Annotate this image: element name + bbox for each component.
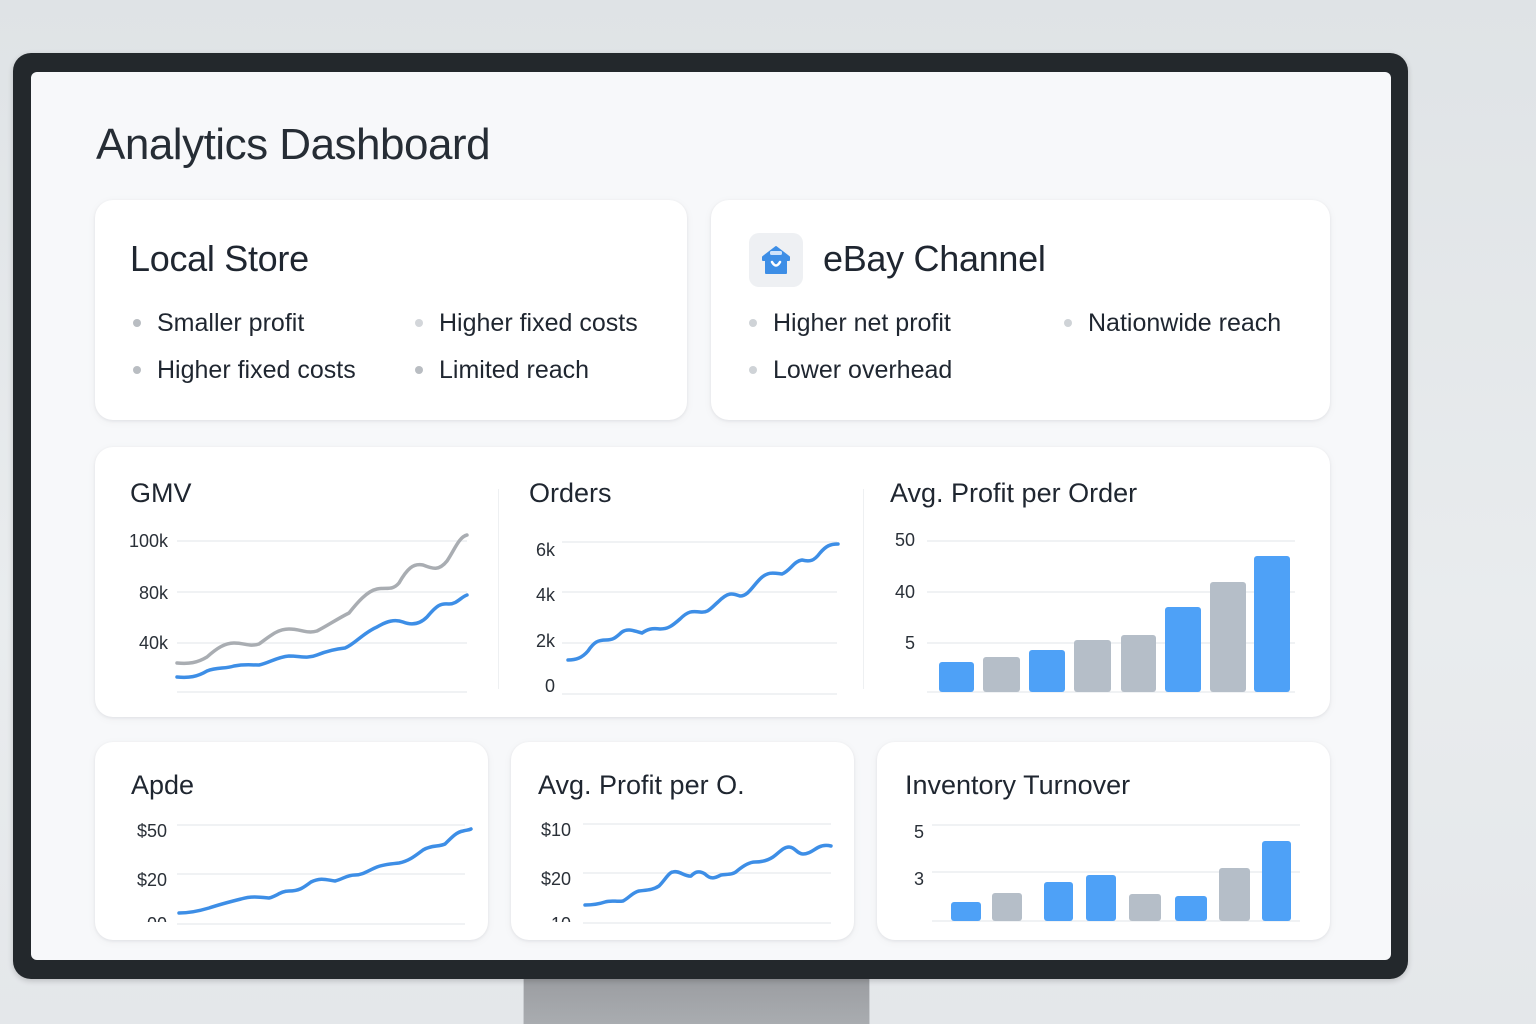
page-title: Analytics Dashboard <box>96 120 491 169</box>
bullet-dot-icon <box>133 319 141 327</box>
y-tick: 0 <box>544 676 555 696</box>
inventory-bar-chart <box>932 824 1300 922</box>
y-tick: 40k <box>138 633 168 653</box>
bullet-dot-icon <box>749 319 757 327</box>
gmv-chart-title: GMV <box>130 478 192 508</box>
ebay-bullet: Higher net profit <box>749 306 1064 340</box>
y-tick: 40 <box>894 582 915 602</box>
avg-profit-o-chart-title: Avg. Profit per O. <box>538 770 745 800</box>
panel-divider <box>863 489 864 689</box>
local-store-card[interactable]: Local Store Smaller profit Higher fixed … <box>95 200 687 420</box>
ebay-channel-title: eBay Channel <box>823 238 1046 279</box>
inventory-turnover-card[interactable]: Inventory Turnover 5 3 <box>877 742 1330 940</box>
monitor-stand <box>523 975 870 1024</box>
ebay-bullet: Nationwide reach <box>1064 306 1324 340</box>
y-tick: $10 <box>540 820 571 840</box>
store-icon <box>749 233 803 287</box>
y-tick: 80k <box>138 583 168 603</box>
local-store-bullet: Smaller profit <box>133 306 415 340</box>
y-tick: $50 <box>136 821 167 841</box>
y-tick: 10 <box>521 914 571 922</box>
apde-card[interactable]: Apde $50 $20 00 <box>95 742 488 940</box>
bullet-dot-icon <box>749 366 757 374</box>
y-tick: 3 <box>913 869 924 889</box>
y-tick: 50 <box>894 530 915 550</box>
local-store-bullet: Limited reach <box>415 353 715 387</box>
bullet-dot-icon <box>1064 319 1072 327</box>
y-tick: 6k <box>535 540 555 560</box>
dashboard-screen: Analytics Dashboard Local Store Smaller … <box>31 72 1391 960</box>
orders-line-chart <box>562 541 840 695</box>
y-tick: 2k <box>535 631 555 651</box>
bullet-dot-icon <box>133 366 141 374</box>
avg-profit-o-line-chart <box>583 823 833 924</box>
inventory-chart-title: Inventory Turnover <box>905 770 1131 800</box>
apde-chart-title: Apde <box>131 770 195 800</box>
ebay-channel-card[interactable]: eBay Channel Higher net profit Nationwid… <box>711 200 1330 420</box>
local-store-bullet: Higher fixed costs <box>133 353 415 387</box>
y-tick: 00 <box>117 914 167 922</box>
gmv-line-chart <box>175 533 469 693</box>
avg-profit-o-card[interactable]: Avg. Profit per O. $10 $20 10 <box>511 742 854 940</box>
monitor-bezel: Analytics Dashboard Local Store Smaller … <box>13 53 1408 979</box>
orders-chart-title: Orders <box>529 478 612 508</box>
bullet-dot-icon <box>415 366 423 374</box>
avg-profit-chart-title: Avg. Profit per Order <box>890 478 1138 508</box>
y-tick: $20 <box>540 869 571 889</box>
y-tick: 4k <box>535 585 555 605</box>
y-tick: 5 <box>913 822 924 842</box>
ebay-bullet: Lower overhead <box>749 353 1064 387</box>
avg-profit-bar-chart <box>927 540 1295 693</box>
y-tick: 5 <box>904 633 915 653</box>
y-tick: 100k <box>128 531 168 551</box>
panel-divider <box>498 489 499 689</box>
local-store-bullet: Higher fixed costs <box>415 306 715 340</box>
apde-line-chart <box>177 824 473 925</box>
metrics-charts-panel: GMV 100k 80k 40k Orders 6k 4k 2k <box>95 447 1330 717</box>
local-store-title: Local Store <box>130 238 309 279</box>
y-tick: $20 <box>136 870 167 890</box>
bullet-dot-icon <box>415 319 423 327</box>
